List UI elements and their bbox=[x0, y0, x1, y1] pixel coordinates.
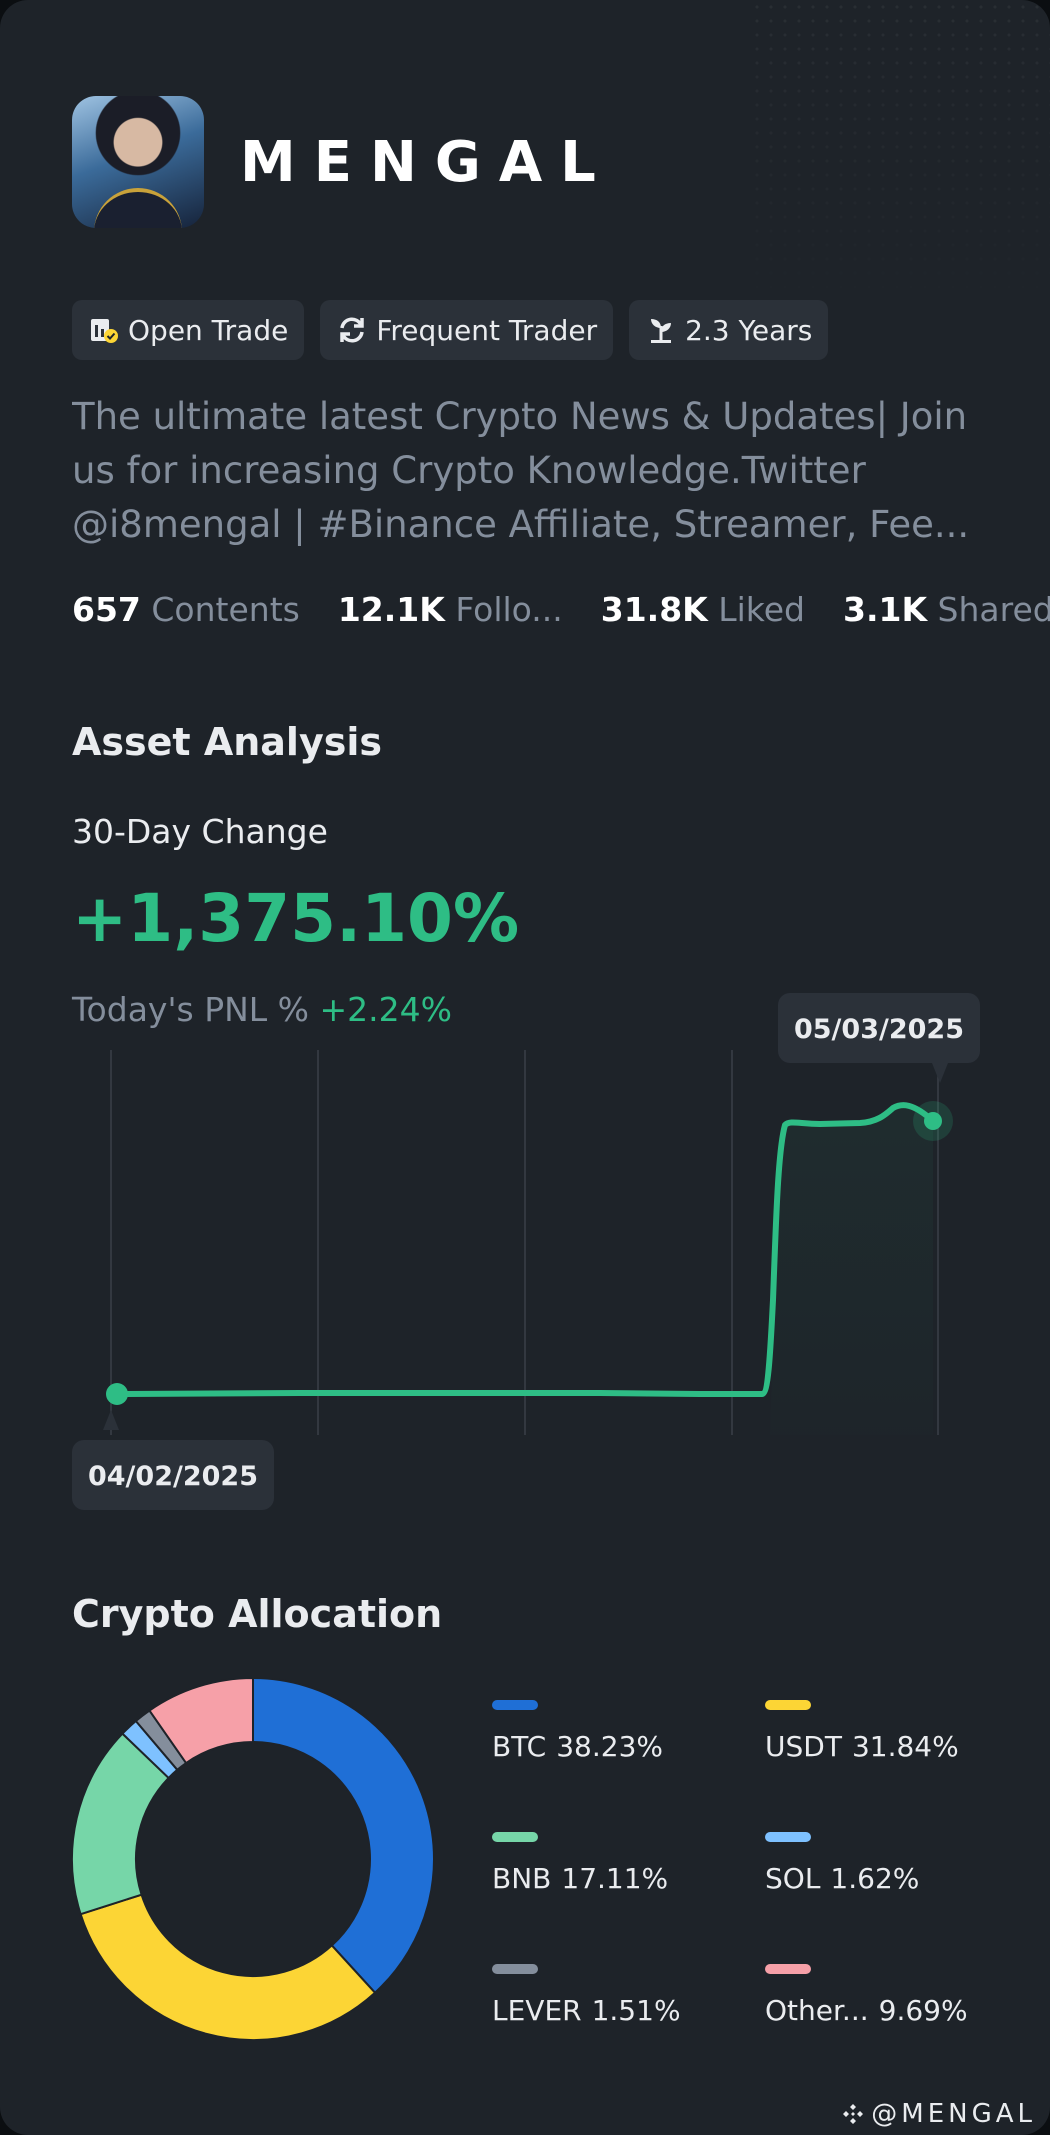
donut-slice-usdt[interactable] bbox=[79, 1893, 377, 2040]
profile-name: MENGAL bbox=[240, 130, 614, 195]
dot-pattern-decoration bbox=[750, 0, 1050, 330]
stat-label: Contents bbox=[151, 590, 300, 629]
change-label: 30-Day Change bbox=[72, 812, 328, 851]
start-date-tooltip: 04/02/2025 bbox=[72, 1410, 274, 1510]
end-date-label: 05/03/2025 bbox=[794, 1014, 964, 1045]
end-date-tooltip: 05/03/2025 bbox=[778, 993, 980, 1083]
stat-value: 3.1K bbox=[843, 590, 928, 629]
stat-value: 12.1K bbox=[337, 590, 445, 629]
legend-pct: 1.51% bbox=[591, 1994, 681, 2027]
tag-label: 2.3 Years bbox=[685, 313, 813, 347]
tag-years[interactable]: 2.3 Years bbox=[629, 300, 829, 360]
legend-pct: 1.62% bbox=[830, 1862, 920, 1895]
legend-pct: 31.84% bbox=[851, 1730, 959, 1763]
stat-contents[interactable]: 657 Contents bbox=[72, 590, 300, 629]
watermark: @MENGAL bbox=[841, 2099, 1036, 2129]
tag-label: Frequent Trader bbox=[376, 313, 598, 347]
legend-swatch bbox=[492, 1700, 538, 1710]
legend-pct: 9.69% bbox=[878, 1994, 968, 2027]
legend-coin: LEVER bbox=[492, 1994, 582, 2027]
legend-swatch bbox=[492, 1832, 538, 1842]
chart-area bbox=[770, 1105, 933, 1435]
profile-bio: The ultimate latest Crypto News & Update… bbox=[72, 395, 970, 546]
stat-label: Follo... bbox=[455, 590, 563, 629]
stat-label: Liked bbox=[718, 590, 805, 629]
donut-slice-other[interactable] bbox=[148, 1678, 254, 1765]
legend-coin: BNB bbox=[492, 1862, 552, 1895]
binance-logo-icon bbox=[843, 2104, 864, 2124]
stat-shared[interactable]: 3.1K Shared bbox=[843, 590, 1050, 629]
legend-coin: BTC bbox=[492, 1730, 547, 1763]
donut-slice-btc[interactable] bbox=[252, 1678, 434, 1995]
pnl-line-chart[interactable]: 04/02/2025 05/03/2025 bbox=[0, 980, 1050, 1540]
stat-value: 31.8K bbox=[600, 590, 708, 629]
stats-row: 657 Contents 12.1K Follo... 31.8K Liked … bbox=[72, 590, 1050, 629]
stat-followers[interactable]: 12.1K Follo... bbox=[338, 590, 563, 629]
legend-item-sol[interactable]: SOL 1.62% bbox=[765, 1832, 919, 1895]
pnl-value: +2.24% bbox=[319, 990, 452, 1029]
legend-pct: 17.11% bbox=[561, 1862, 669, 1895]
start-date-label: 04/02/2025 bbox=[88, 1461, 258, 1492]
legend-swatch bbox=[765, 1832, 811, 1842]
legend-item-usdt[interactable]: USDT 31.84% bbox=[765, 1700, 959, 1763]
refresh-icon bbox=[340, 317, 365, 343]
legend-coin: SOL bbox=[765, 1862, 821, 1895]
open-trade-icon bbox=[91, 319, 118, 343]
watermark-text: @MENGAL bbox=[871, 2099, 1036, 2129]
change-value: +1,375.10% bbox=[72, 880, 520, 957]
legend-swatch bbox=[765, 1700, 811, 1710]
legend-item-other[interactable]: Other... 9.69% bbox=[765, 1964, 968, 2027]
end-point[interactable] bbox=[924, 1112, 942, 1130]
tag-list: Open Trade Frequent Trader 2.3 Years bbox=[72, 300, 829, 360]
todays-pnl: Today's PNL % +2.24% bbox=[72, 990, 452, 1029]
pnl-series-line bbox=[114, 1102, 936, 1397]
legend-item-lever[interactable]: LEVER 1.51% bbox=[492, 1964, 681, 2027]
legend-item-bnb[interactable]: BNB 17.11% bbox=[492, 1832, 668, 1895]
legend-swatch bbox=[492, 1964, 538, 1974]
stat-value: 657 bbox=[72, 590, 141, 629]
legend-coin: Other... bbox=[765, 1994, 869, 2027]
pnl-label: Today's PNL % bbox=[72, 990, 310, 1029]
crypto-allocation-title: Crypto Allocation bbox=[72, 1592, 443, 1636]
tag-open-trade[interactable]: Open Trade bbox=[72, 300, 305, 360]
sprout-icon bbox=[651, 319, 672, 343]
start-point[interactable] bbox=[106, 1383, 128, 1405]
stat-liked[interactable]: 31.8K Liked bbox=[601, 590, 805, 629]
stat-label: Shared bbox=[937, 590, 1050, 629]
legend-item-btc[interactable]: BTC 38.23% bbox=[492, 1700, 663, 1763]
legend-coin: USDT bbox=[765, 1730, 842, 1763]
legend-pct: 38.23% bbox=[556, 1730, 663, 1763]
tag-frequent-trader[interactable]: Frequent Trader bbox=[320, 300, 614, 360]
allocation-donut-chart[interactable] bbox=[72, 1678, 434, 2040]
legend-swatch bbox=[765, 1964, 811, 1974]
asset-analysis-title: Asset Analysis bbox=[72, 720, 382, 764]
avatar[interactable] bbox=[72, 96, 204, 228]
tag-label: Open Trade bbox=[128, 313, 289, 347]
